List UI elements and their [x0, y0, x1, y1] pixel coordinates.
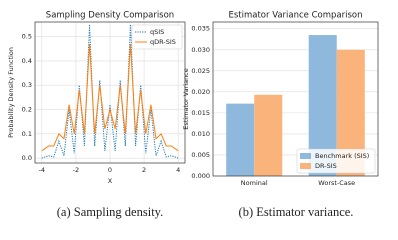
y-tick-label: 0.4: [22, 57, 32, 65]
y-tick-label: 0.020: [191, 88, 210, 96]
x-tick-label: -4: [39, 166, 45, 174]
x-tick-label: 2: [142, 166, 146, 174]
y-tick-label: 0.000: [191, 172, 210, 180]
legend-box: [296, 148, 376, 174]
y-tick-label: 0.015: [191, 109, 210, 117]
x-tick-label: 0: [108, 166, 112, 174]
bar: [226, 103, 255, 176]
chart-title: Estimator Variance Comparison: [228, 11, 362, 21]
y-axis-label: Probability Density Function: [7, 47, 15, 138]
y-tick-label: 0.2: [22, 106, 32, 114]
plot-frame: [34, 21, 186, 164]
x-tick-label: 4: [176, 166, 180, 174]
caption: (a) Sampling density.: [57, 205, 163, 219]
figure: Sampling Density Comparison (a) Sampling …: [7, 11, 379, 219]
line-series: [41, 43, 179, 152]
y-tick-label: 0.5: [22, 33, 32, 41]
y-tick-label: 0.0: [22, 154, 32, 162]
legend-swatch: [300, 163, 311, 169]
legend-label: DR-SIS: [315, 162, 337, 170]
legend-label: qDR-SIS: [150, 38, 176, 46]
plot-frame: [212, 21, 379, 177]
y-tick-label: 0.3: [22, 81, 32, 89]
legend-label: qSIS: [150, 28, 164, 36]
legend-box: [131, 24, 183, 50]
y-tick-label: 0.035: [191, 25, 210, 33]
legend-label: Benchmark (SIS): [315, 152, 369, 160]
y-tick-label: 0.005: [191, 151, 210, 159]
x-axis-label: X: [108, 177, 113, 185]
x-tick-label: Worst-Case: [318, 179, 355, 187]
x-tick-label: Nominal: [241, 179, 268, 187]
line-series: [41, 24, 179, 159]
chart-title: Sampling Density Comparison: [46, 11, 174, 21]
bar: [254, 94, 283, 176]
y-axis-label: Estimator Variance: [182, 68, 190, 130]
legend-swatch: [300, 153, 311, 159]
x-tick-label: -2: [73, 166, 79, 174]
y-tick-label: 0.025: [191, 67, 210, 75]
caption: (b) Estimator variance.: [239, 205, 354, 219]
y-tick-label: 0.1: [22, 130, 32, 138]
y-tick-label: 0.030: [191, 46, 210, 54]
y-tick-label: 0.010: [191, 130, 210, 138]
